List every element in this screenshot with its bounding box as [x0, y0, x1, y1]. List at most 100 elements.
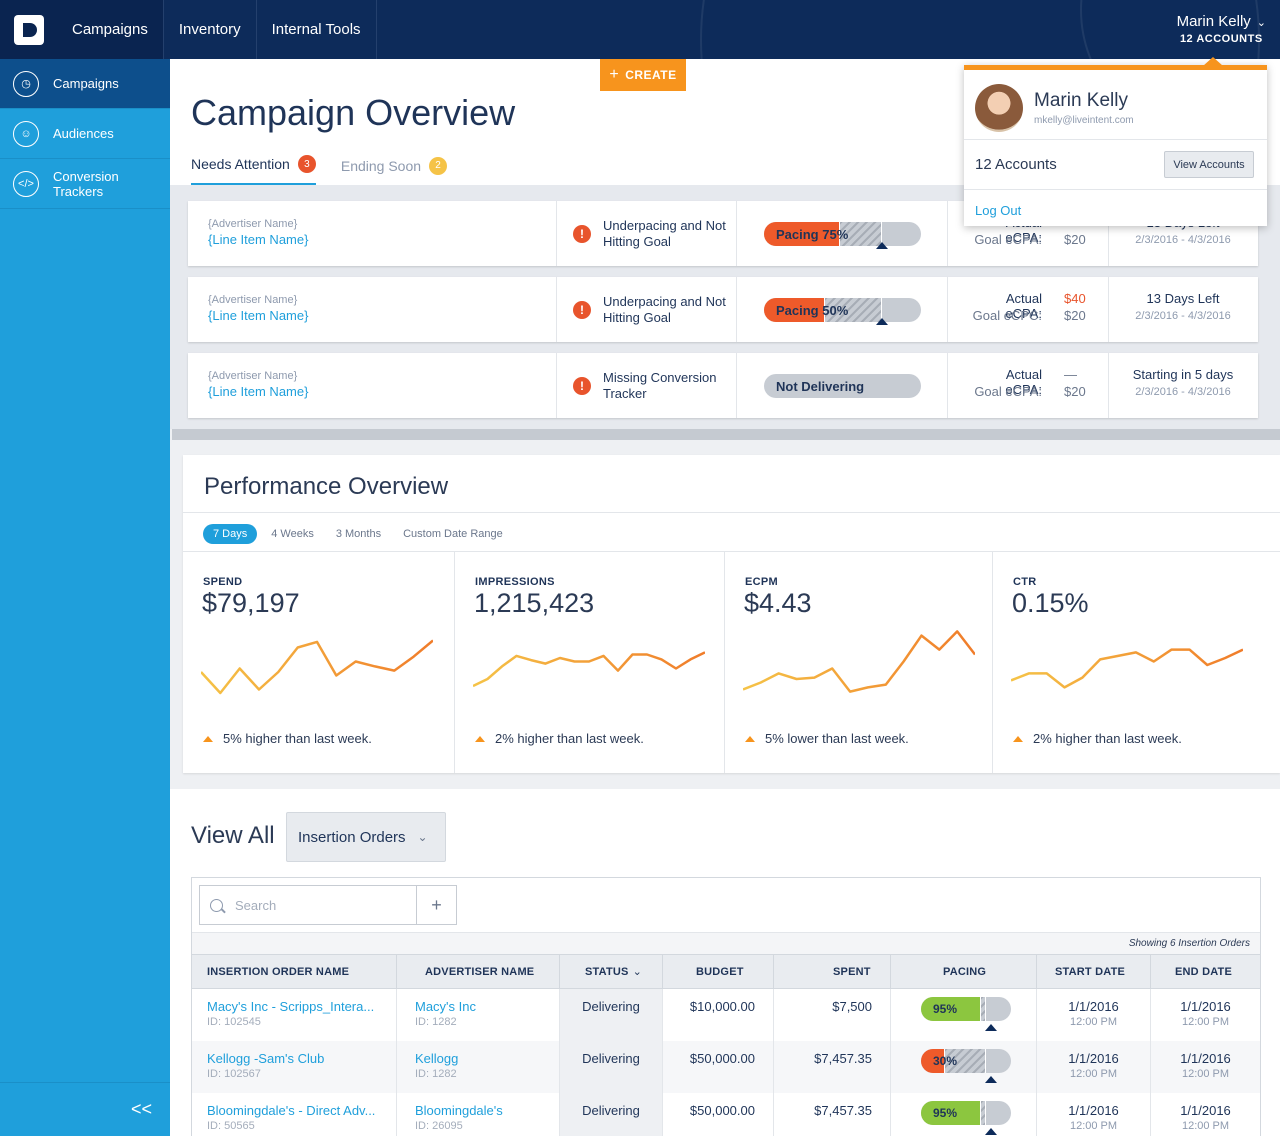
pacing-fill [921, 1049, 944, 1073]
tab-label: Ending Soon [340, 157, 422, 174]
table-row[interactable]: Bloomingdale's - Direct Adv... ID: 50565… [192, 1093, 1260, 1136]
logo[interactable] [0, 0, 57, 59]
line-item-link[interactable]: {Line Item Name} [208, 384, 309, 399]
page-title: Campaign Overview [191, 92, 516, 133]
search-input[interactable] [235, 897, 405, 913]
view-all-section: View All Insertion Orders ⌄ + Showing 6 I… [170, 789, 1280, 1136]
column-header-label: START DATE [1055, 965, 1126, 978]
column-header: INSERTION ORDER NAME [192, 955, 397, 988]
spent-cell: $7,457.35 [774, 1093, 891, 1136]
end-date: 1/1/2016 [1180, 999, 1231, 1014]
account-count: 12 ACCOUNTS [1179, 33, 1263, 45]
metric-label: ECPM [745, 576, 778, 588]
column-header[interactable]: STATUS ⌄ [560, 955, 663, 988]
metric-card: SPEND $79,197 5% higher than last week. [183, 552, 455, 773]
line-item-link[interactable]: {Line Item Name} [208, 308, 309, 323]
metric-note-text: 5% lower than last week. [765, 731, 909, 746]
chevron-down-icon: ⌄ [1256, 17, 1266, 29]
pacing-bar: 95% [921, 1101, 1011, 1125]
tab-ending-soon[interactable]: Ending Soon 2 [340, 155, 448, 186]
pacing-cell: 30% [891, 1041, 1037, 1093]
dashboard-icon: ◷ [13, 70, 39, 97]
metric-value: $4.43 [744, 588, 812, 618]
pacing-cell: Not Delivering [737, 353, 948, 418]
sidebar-item-audiences[interactable]: ☺ Audiences [0, 109, 170, 159]
order-name-cell: Bloomingdale's - Direct Adv... ID: 50565 [192, 1093, 397, 1136]
range-7-days[interactable]: 7 Days [203, 524, 258, 544]
sidebar-collapse-button[interactable]: << [0, 1082, 170, 1136]
order-name-cell: Kellogg -Sam's Club ID: 102567 [192, 1041, 397, 1093]
user-dropdown: Marin Kelly mkelly@liveintent.com 12 Acc… [964, 57, 1267, 226]
advertiser-link[interactable]: Macy's Inc [415, 999, 476, 1014]
order-name-link[interactable]: Bloomingdale's - Direct Adv... [207, 1103, 376, 1118]
metric-card: IMPRESSIONS 1,215,423 2% higher than las… [455, 552, 725, 773]
sparkline-path [743, 630, 975, 693]
column-header: PACING [891, 955, 1037, 988]
topnav-inventory[interactable]: Inventory [164, 0, 257, 59]
dropdown-caret [1203, 57, 1223, 66]
range-3-months[interactable]: 3 Months [335, 528, 382, 540]
advertiser-link[interactable]: Bloomingdale's [415, 1103, 503, 1118]
section-title: Performance Overview [204, 473, 449, 500]
tab-needs-attention[interactable]: Needs Attention 3 [191, 155, 316, 186]
alert-row[interactable]: {Advertiser Name} {Line Item Name} ! Mis… [188, 353, 1258, 418]
topnav-campaigns[interactable]: Campaigns [57, 0, 164, 59]
issue-cell: ! Underpacing and Not Hitting Goal [557, 277, 737, 342]
metric-note-text: 2% higher than last week. [495, 731, 644, 746]
range-custom[interactable]: Custom Date Range [403, 528, 503, 540]
logout-link[interactable]: Log Out [975, 203, 1022, 218]
column-header-label: ADVERTISER NAME [425, 965, 535, 978]
end-date-cell: 1/1/2016 12:00 PM [1151, 989, 1260, 1041]
sidebar-item-label: Conversion Trackers [53, 168, 119, 199]
divider [183, 551, 1280, 552]
advertiser-name: {Advertiser Name} [208, 218, 298, 230]
sidebar-item-label: Audiences [53, 126, 114, 141]
view-accounts-button[interactable]: View Accounts [1164, 151, 1254, 178]
count-badge: 3 [297, 155, 316, 173]
order-id: ID: 102545 [207, 1016, 261, 1028]
metric-value: 1,215,423 [474, 588, 595, 618]
flight-cell: 13 Days Left 2/3/2016 - 4/3/2016 [1109, 277, 1257, 342]
decorative-circle [1080, 0, 1280, 59]
column-header-label: PACING [943, 965, 987, 978]
dropdown-accounts: 12 Accounts [975, 156, 1057, 173]
section-title: View All [191, 822, 275, 849]
budget-cell: $10,000.00 [663, 989, 774, 1041]
line-item-cell: {Advertiser Name} {Line Item Name} [188, 201, 557, 266]
end-date: 1/1/2016 [1180, 1103, 1231, 1118]
add-filter-button[interactable]: + [416, 885, 457, 925]
column-header: START DATE [1037, 955, 1151, 988]
sparkline-chart [201, 639, 433, 695]
alert-row[interactable]: {Advertiser Name} {Line Item Name} ! Und… [188, 277, 1258, 342]
start-date-cell: 1/1/2016 12:00 PM [1037, 989, 1151, 1041]
pacing-cell: Pacing 75% [737, 201, 948, 266]
sidebar-item-campaigns[interactable]: ◷ Campaigns [0, 59, 170, 109]
order-name-link[interactable]: Kellogg -Sam's Club [207, 1051, 325, 1066]
actual-label: Actual eCPA: [1005, 367, 1042, 397]
user-menu-toggle[interactable]: Marin Kelly ⌄ 12 ACCOUNTS [1177, 13, 1266, 45]
issue-text: Underpacing and Not Hitting Goal [603, 217, 726, 249]
column-header-label: INSERTION ORDER NAME [207, 965, 350, 978]
table-row[interactable]: Macy's Inc - Scripps_Intera... ID: 10254… [192, 989, 1260, 1041]
column-header-label: BUDGET [696, 965, 744, 978]
order-name-link[interactable]: Macy's Inc - Scripps_Intera... [207, 999, 375, 1014]
advertiser-link[interactable]: Kellogg [415, 1051, 459, 1066]
metric-note: 5% lower than last week. [745, 731, 909, 746]
metric-label: CTR [1013, 576, 1037, 588]
range-4-weeks[interactable]: 4 Weeks [271, 528, 314, 540]
pacing-cell: Pacing 50% [737, 277, 948, 342]
topnav-internal-tools[interactable]: Internal Tools [257, 0, 377, 59]
order-id: ID: 102567 [207, 1068, 261, 1080]
sidebar: ◷ Campaigns ☺ Audiences </> Conversion T… [0, 59, 170, 1136]
divider [964, 189, 1267, 190]
sidebar-item-conversion-trackers[interactable]: </> Conversion Trackers [0, 159, 170, 209]
line-item-link[interactable]: {Line Item Name} [208, 232, 309, 247]
goal-value: $20 [1064, 232, 1086, 247]
start-time: 12:00 PM [1069, 1068, 1118, 1080]
goal-label: Goal eCPC: [972, 308, 1042, 323]
code-icon: </> [13, 170, 39, 197]
table-row[interactable]: Kellogg -Sam's Club ID: 102567 Kellogg I… [192, 1041, 1260, 1093]
view-type-select[interactable]: Insertion Orders ⌄ [286, 812, 446, 862]
end-date-cell: 1/1/2016 12:00 PM [1151, 1041, 1260, 1093]
create-button[interactable]: + CREATE [600, 59, 686, 91]
